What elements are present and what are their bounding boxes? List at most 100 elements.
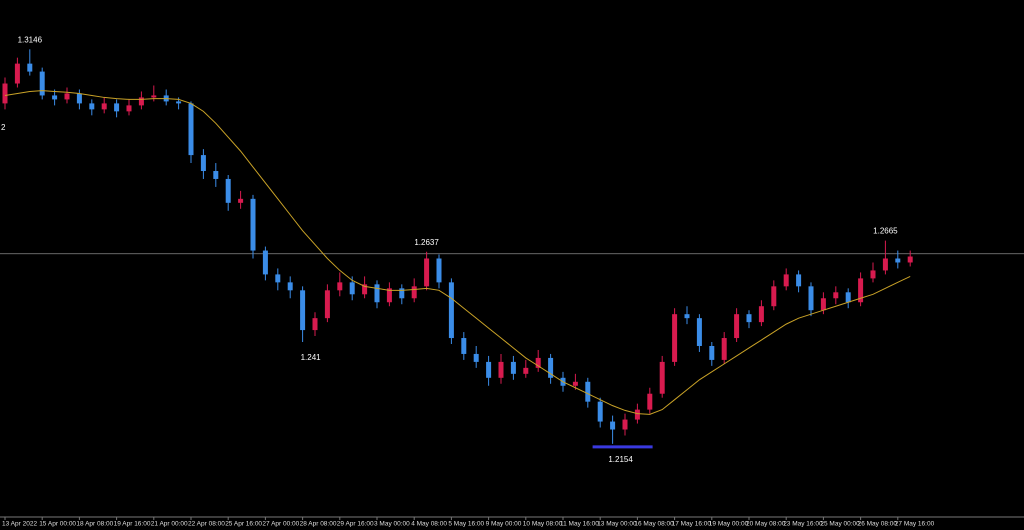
moving-average — [4, 90, 911, 415]
candle-body — [374, 284, 380, 303]
candle-body — [907, 256, 913, 263]
candle-body — [672, 314, 678, 362]
x-tick-label: 13 May 00:00 — [597, 521, 637, 528]
x-tick-label: 27 Apr 00:00 — [262, 521, 299, 528]
candle-body — [213, 171, 219, 179]
candle-body — [64, 93, 70, 100]
candle-body — [114, 103, 120, 112]
x-tick-label: 27 May 16:00 — [895, 521, 935, 528]
x-tick-label: 20 May 08:00 — [746, 521, 786, 528]
candle-body — [758, 306, 764, 323]
candle-body — [188, 103, 194, 156]
candle-body — [436, 258, 442, 283]
x-tick-label: 22 Apr 08:00 — [188, 521, 225, 528]
high-label: 1.3146 — [18, 35, 43, 44]
candle-body — [820, 298, 826, 311]
candle-body — [696, 318, 702, 346]
candle-body — [870, 270, 876, 279]
low-label: 1.2154 — [608, 455, 633, 464]
candle-body — [225, 178, 231, 203]
candle-body — [39, 71, 45, 96]
axis-fragment: 2 — [1, 123, 6, 132]
x-tick-label: 25 Apr 16:00 — [225, 521, 262, 528]
candle-body — [622, 419, 628, 430]
candle-body — [126, 105, 132, 112]
candle-body — [287, 282, 293, 291]
x-tick-label: 10 May 08:00 — [523, 521, 563, 528]
high-label: 1.2665 — [873, 227, 898, 236]
x-tick-label: 18 Apr 08:00 — [76, 521, 113, 528]
candle-body — [486, 361, 492, 378]
x-tick-label: 26 May 08:00 — [858, 521, 898, 528]
candle-body — [14, 63, 20, 84]
candle-body — [647, 393, 653, 410]
candle-body — [250, 198, 256, 251]
x-tick-label: 9 May 00:00 — [486, 521, 522, 528]
candle-body — [176, 101, 182, 104]
x-tick-label: 5 May 16:00 — [448, 521, 484, 528]
candle-body — [362, 284, 368, 295]
candle-body — [895, 258, 901, 263]
x-tick-label: 21 Apr 00:00 — [151, 521, 188, 528]
candle-body — [89, 103, 95, 110]
candle-body — [498, 361, 504, 378]
candle-body — [461, 338, 467, 354]
x-tick-label: 19 Apr 16:00 — [114, 521, 151, 528]
candle-body — [858, 278, 864, 303]
candle-body — [399, 288, 405, 299]
candle-body — [300, 290, 306, 331]
candle-body — [151, 95, 157, 98]
candle-body — [659, 361, 665, 394]
candle-body — [510, 361, 516, 374]
candle-body — [597, 401, 603, 422]
candle-body — [448, 282, 454, 339]
candle-body — [833, 292, 839, 299]
candle-body — [882, 258, 888, 271]
x-tick-label: 29 Apr 16:00 — [337, 521, 374, 528]
candle-body — [610, 421, 616, 430]
candle-body — [324, 290, 330, 319]
x-tick-label: 4 May 08:00 — [411, 521, 447, 528]
candle-body — [585, 381, 591, 402]
x-tick-label: 28 Apr 08:00 — [300, 521, 337, 528]
candle-body — [684, 314, 690, 319]
x-tick-label: 17 May 16:00 — [672, 521, 712, 528]
candle-body — [138, 97, 144, 106]
candle-body — [473, 353, 479, 362]
candle-body — [845, 292, 851, 303]
x-tick-label: 16 May 08:00 — [634, 521, 674, 528]
candle-body — [386, 288, 392, 303]
candle-body — [349, 282, 355, 295]
candle-body — [312, 318, 318, 331]
x-tick-label: 11 May 16:00 — [560, 521, 599, 528]
candle-body — [262, 250, 268, 275]
candle-body — [548, 357, 554, 378]
candle-body — [634, 409, 640, 420]
candle-body — [783, 274, 789, 287]
x-tick-label: 15 Apr 00:00 — [39, 521, 76, 528]
x-tick-label: 19 May 00:00 — [709, 521, 749, 528]
candle-body — [275, 274, 281, 283]
candle-body — [771, 286, 777, 307]
candle-body — [523, 367, 529, 374]
candle-body — [424, 258, 430, 287]
candle-body — [746, 314, 752, 323]
candle-body — [572, 381, 578, 386]
candle-body — [337, 282, 343, 291]
x-tick-label: 25 May 00:00 — [820, 521, 860, 528]
candle-body — [200, 155, 206, 172]
candle-body — [101, 103, 107, 110]
candle-body — [734, 314, 740, 339]
high-label: 1.2637 — [414, 238, 439, 247]
candle-body — [808, 286, 814, 311]
candle-body — [411, 286, 417, 299]
candle-body — [709, 345, 715, 360]
candle-body — [721, 338, 727, 360]
x-tick-label: 13 Apr 2022 — [2, 521, 37, 528]
low-label: 1.241 — [301, 353, 322, 362]
candle-body — [76, 93, 82, 104]
candle-body — [2, 83, 8, 104]
